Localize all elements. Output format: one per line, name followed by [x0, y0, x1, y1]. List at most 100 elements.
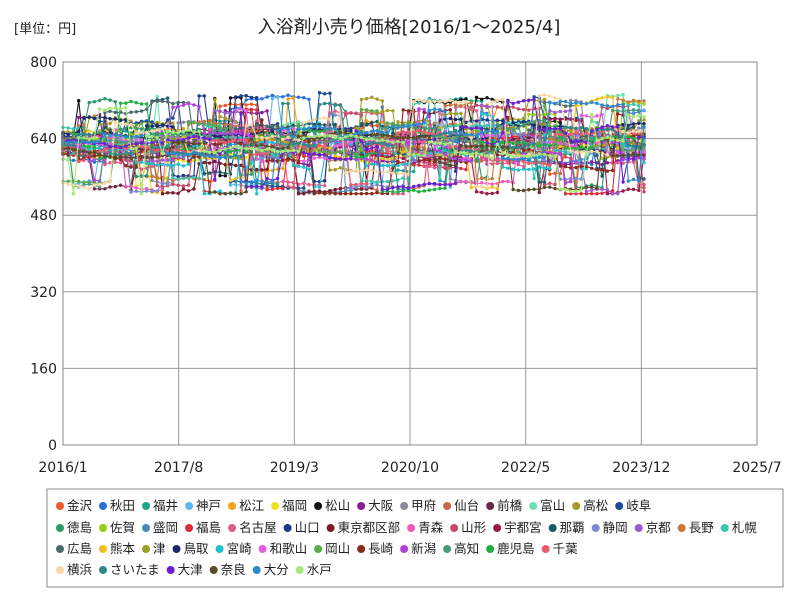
data-point [249, 161, 254, 165]
data-point [637, 126, 641, 130]
data-point [396, 168, 400, 172]
data-point [595, 192, 599, 196]
data-point [516, 132, 521, 137]
data-point [574, 160, 578, 165]
data-point [464, 158, 468, 162]
data-point [213, 98, 217, 102]
data-point [422, 130, 426, 134]
series-line [62, 103, 645, 184]
data-point [333, 168, 337, 172]
data-point [537, 160, 541, 165]
data-point [103, 187, 107, 191]
data-point [527, 167, 531, 172]
data-point [270, 158, 275, 162]
data-point [605, 127, 610, 132]
data-point [302, 181, 306, 185]
data-point [563, 137, 568, 141]
data-point [296, 192, 301, 196]
data-point [521, 167, 526, 171]
data-point [396, 160, 400, 164]
data-point [323, 179, 327, 183]
data-point [82, 158, 86, 163]
data-point [616, 151, 620, 155]
data-point [438, 182, 442, 187]
data-point [166, 145, 170, 149]
data-point [197, 94, 201, 98]
data-point [333, 151, 337, 155]
data-point [364, 157, 369, 162]
data-point [317, 91, 322, 95]
data-point [113, 120, 118, 125]
data-point [558, 120, 562, 125]
data-point [275, 182, 280, 186]
data-point [579, 157, 583, 162]
data-point [574, 165, 578, 170]
data-point [637, 188, 641, 193]
data-point [616, 161, 620, 165]
data-point [92, 116, 97, 121]
data-point [427, 99, 432, 103]
data-point [474, 95, 479, 100]
data-point [66, 130, 70, 134]
data-point [490, 185, 494, 189]
data-point [469, 149, 473, 153]
data-point [485, 185, 489, 190]
data-point [474, 123, 479, 127]
data-point [527, 112, 531, 117]
data-point [349, 183, 353, 187]
data-point [333, 187, 337, 192]
data-point [270, 96, 275, 101]
data-point [291, 163, 295, 168]
data-point [223, 111, 227, 115]
data-point [160, 99, 165, 104]
data-point [490, 182, 494, 186]
data-point [265, 187, 269, 192]
data-point [181, 164, 186, 168]
data-point [103, 181, 107, 185]
data-point [118, 161, 123, 165]
data-point [323, 184, 327, 188]
data-point [228, 178, 233, 183]
data-point [239, 138, 243, 142]
data-point [92, 157, 97, 162]
data-point [103, 147, 107, 152]
data-point [516, 145, 521, 149]
data-point [166, 182, 170, 187]
data-point [328, 151, 332, 155]
data-point [317, 191, 322, 195]
data-point [124, 144, 128, 148]
data-point [192, 155, 196, 159]
data-point [401, 130, 405, 134]
data-point [579, 126, 583, 130]
data-point [448, 108, 452, 112]
data-point [155, 145, 159, 149]
data-point [291, 123, 295, 128]
data-point [118, 145, 123, 150]
data-point [354, 192, 358, 196]
data-point [605, 192, 610, 196]
data-point [375, 109, 379, 113]
data-point [453, 117, 458, 122]
data-point [302, 142, 306, 147]
data-point [118, 127, 123, 131]
data-point [542, 93, 547, 97]
data-point [485, 113, 489, 117]
data-point [186, 121, 191, 125]
data-point [275, 95, 280, 99]
data-point [459, 117, 463, 121]
data-point [521, 164, 526, 169]
data-point [422, 146, 426, 150]
data-point [385, 121, 390, 125]
data-point [354, 111, 358, 116]
data-point [223, 116, 227, 120]
data-point [364, 182, 369, 186]
data-point [333, 144, 337, 148]
data-point [501, 140, 505, 145]
data-point [77, 159, 81, 164]
data-point [270, 140, 275, 145]
data-point [139, 102, 144, 106]
data-point [286, 184, 290, 188]
data-point [359, 192, 364, 196]
data-point [453, 105, 458, 110]
data-point [343, 171, 348, 175]
